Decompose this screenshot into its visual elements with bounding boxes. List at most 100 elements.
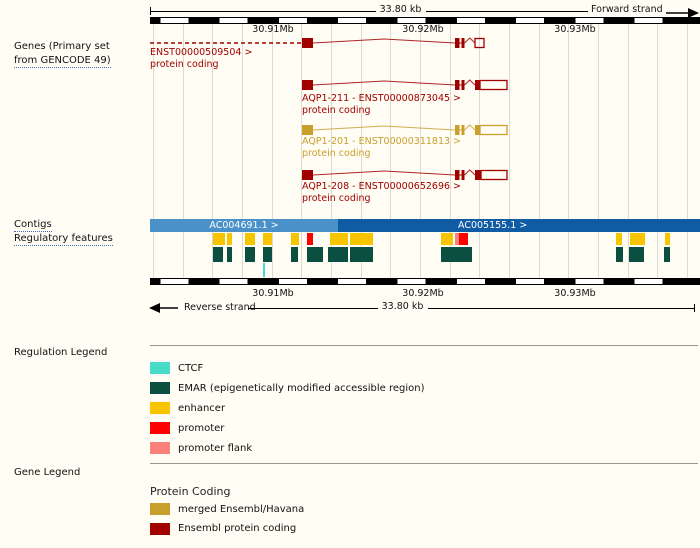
exon[interactable] xyxy=(302,38,313,48)
transcript-biotype: protein coding xyxy=(302,147,371,159)
legend-item: EMAR (epigenetically modified accessible… xyxy=(150,382,424,394)
legend-swatch xyxy=(150,503,170,515)
regulatory-feature-emar[interactable] xyxy=(245,247,255,262)
exon[interactable] xyxy=(455,125,460,135)
transcript-label[interactable]: ENST00000509504 > protein coding xyxy=(150,47,252,70)
gridline xyxy=(360,24,362,278)
divider xyxy=(150,463,698,464)
legend-item: Ensembl protein coding xyxy=(150,522,297,535)
legend-label: Ensembl protein coding xyxy=(178,523,297,534)
ruler-tick-label: 30.92Mb xyxy=(402,24,444,35)
regulatory-feature-enhancer[interactable] xyxy=(630,233,645,245)
transcripts-canvas[interactable] xyxy=(0,0,700,290)
divider xyxy=(150,345,698,346)
exon[interactable] xyxy=(302,170,313,180)
ruler-tick-label: 30.91Mb xyxy=(252,288,294,299)
track-label-contigs[interactable]: Contigs xyxy=(14,218,52,232)
regulatory-feature-enhancer[interactable] xyxy=(350,233,373,245)
utr-exon[interactable] xyxy=(479,79,508,91)
transcript-id[interactable]: ENST00000509504 > xyxy=(150,47,253,58)
legend-item: promoter flank xyxy=(150,442,252,454)
transcript-label[interactable]: AQP1-208 - ENST00000652696 > protein codi… xyxy=(302,181,461,204)
regulatory-feature-enhancer[interactable] xyxy=(263,233,272,245)
regulatory-feature-emar[interactable] xyxy=(664,247,670,262)
regulatory-feature-emar[interactable] xyxy=(328,247,348,262)
scale-line xyxy=(248,308,378,309)
track-label-regulatory[interactable]: Regulatory features xyxy=(14,232,113,246)
regulatory-feature-enhancer[interactable] xyxy=(330,233,348,245)
utr-exon[interactable] xyxy=(474,37,485,49)
utr-exon[interactable] xyxy=(480,169,508,181)
regulatory-feature-emar[interactable] xyxy=(441,247,472,262)
exon[interactable] xyxy=(455,80,460,90)
regulatory-feature-enhancer[interactable] xyxy=(227,233,232,245)
gridline xyxy=(479,24,481,278)
gridline xyxy=(657,24,659,278)
scale-line xyxy=(150,11,376,12)
gridline xyxy=(687,24,689,278)
regulatory-feature-emar[interactable] xyxy=(227,247,232,262)
regulatory-feature-promoter[interactable] xyxy=(307,233,313,245)
contig-segment[interactable]: AC004691.1 > xyxy=(150,219,338,232)
exon[interactable] xyxy=(461,125,465,135)
utr-exon[interactable] xyxy=(479,124,508,136)
scale-line xyxy=(426,11,588,12)
exon[interactable] xyxy=(475,125,480,135)
contig-segment[interactable]: AC005155.1 > xyxy=(338,219,700,232)
regulatory-feature-enhancer[interactable] xyxy=(616,233,622,245)
regulatory-feature-enhancer[interactable] xyxy=(245,233,255,245)
gridline xyxy=(627,24,629,278)
reverse-strand-arrow-icon xyxy=(149,303,178,313)
regulatory-feature-emar[interactable] xyxy=(213,247,223,262)
regulatory-feature-emar[interactable] xyxy=(616,247,623,262)
exon[interactable] xyxy=(475,170,481,180)
intron-line xyxy=(312,170,456,176)
regulatory-feature-emar[interactable] xyxy=(350,247,373,262)
chromosome-ruler-bottom xyxy=(150,278,700,285)
exon[interactable] xyxy=(302,80,313,90)
transcript-biotype: protein coding xyxy=(302,192,371,204)
regulatory-feature-emar[interactable] xyxy=(291,247,298,262)
gene-legend-header: Protein Coding xyxy=(150,485,231,498)
gridline xyxy=(301,24,303,278)
intron-line xyxy=(464,37,476,44)
regulatory-feature-enhancer[interactable] xyxy=(213,233,225,245)
legend-item: promoter xyxy=(150,422,224,434)
exon[interactable] xyxy=(302,125,313,135)
legend-item: enhancer xyxy=(150,402,225,414)
gridline xyxy=(271,24,273,278)
track-label-genes[interactable]: Genes (Primary set from GENCODE 49) xyxy=(14,40,111,68)
exon[interactable] xyxy=(461,170,465,180)
regulatory-feature-emar[interactable] xyxy=(263,247,272,262)
gridline xyxy=(242,24,243,278)
transcript-label[interactable]: AQP1-201 - ENST00000311813 > protein codi… xyxy=(302,136,461,159)
regulatory-feature-emar[interactable] xyxy=(307,247,323,262)
exon[interactable] xyxy=(455,170,460,180)
regulation-legend-title: Regulation Legend xyxy=(14,347,108,358)
contig-label: AC004691.1 > xyxy=(209,220,279,231)
regulatory-feature-enhancer[interactable] xyxy=(665,233,670,245)
regulatory-feature-emar[interactable] xyxy=(629,247,644,262)
exon[interactable] xyxy=(455,38,460,48)
intron-line xyxy=(464,169,476,176)
legend-label: promoter xyxy=(178,422,225,434)
scale-end-tick-right xyxy=(694,304,695,312)
legend-swatch xyxy=(150,362,170,374)
transcript-id[interactable]: AQP1-208 - ENST00000652696 > xyxy=(302,181,462,192)
gridline xyxy=(420,24,422,278)
transcript-id[interactable]: AQP1-211 - ENST00000873045 > xyxy=(302,93,462,104)
transcript-id[interactable]: AQP1-201 - ENST00000311813 > xyxy=(302,136,462,147)
regulatory-feature-ctcf[interactable] xyxy=(263,263,265,277)
intron-line xyxy=(464,79,476,86)
gridline xyxy=(449,24,451,278)
regulatory-feature-enhancer[interactable] xyxy=(291,233,299,245)
exon[interactable] xyxy=(461,80,465,90)
transcript-label[interactable]: AQP1-211 - ENST00000873045 > protein codi… xyxy=(302,93,461,116)
exon[interactable] xyxy=(475,80,480,90)
regulatory-feature-enhancer[interactable] xyxy=(441,233,453,245)
regulatory-feature-promoter_flank[interactable] xyxy=(455,233,459,245)
legend-label: promoter flank xyxy=(178,442,253,454)
regulatory-feature-promoter[interactable] xyxy=(459,233,468,245)
exon[interactable] xyxy=(461,38,465,48)
